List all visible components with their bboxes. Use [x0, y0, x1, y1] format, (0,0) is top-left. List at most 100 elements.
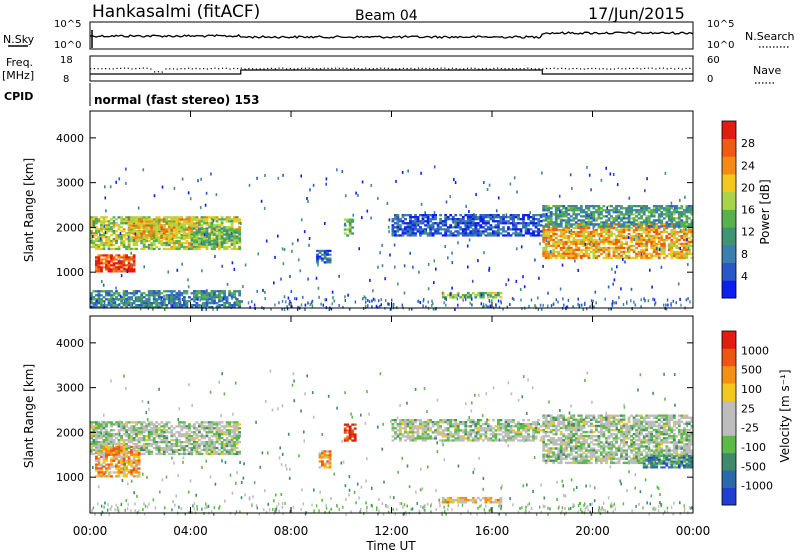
heatmap-cell [675, 244, 679, 248]
heatmap-speckle [161, 185, 164, 189]
heatmap-cell [132, 431, 136, 434]
heatmap-cell [228, 290, 231, 293]
heatmap-cell [152, 241, 156, 245]
heatmap-cell [552, 221, 556, 224]
heatmap-cell [157, 435, 161, 438]
nave-point [436, 67, 438, 70]
heatmap-cell [193, 224, 196, 227]
heatmap-cell [481, 220, 485, 223]
heatmap-speckle [515, 279, 518, 283]
heatmap-cell [464, 222, 468, 225]
heatmap-cell [145, 435, 149, 438]
heatmap-cell [122, 236, 126, 239]
heatmap-speckle [125, 167, 127, 171]
heatmap-cell [172, 243, 176, 247]
heatmap-cell [610, 234, 613, 238]
heatmap-cell [95, 475, 98, 478]
heatmap-cell [487, 234, 490, 237]
heatmap-cell [409, 214, 412, 217]
heatmap-cell [172, 442, 176, 446]
heatmap-cell [213, 245, 216, 249]
heatmap-speckle [516, 190, 518, 194]
heatmap-cell [622, 225, 626, 228]
heatmap-cell [446, 216, 450, 219]
heatmap-cell [225, 231, 229, 234]
heatmap-cell [92, 220, 96, 223]
heatmap-cell [170, 226, 174, 229]
heatmap-cell [517, 218, 520, 221]
heatmap-cell [238, 233, 241, 236]
heatmap-speckle [622, 303, 625, 306]
heatmap-cell [474, 214, 478, 217]
heatmap-cell [210, 431, 214, 434]
heatmap-cell [230, 450, 234, 454]
heatmap-cell [177, 423, 181, 426]
heatmap-cell [208, 429, 211, 432]
heatmap-speckle [391, 298, 393, 302]
heatmap-cell [112, 258, 116, 261]
heatmap-cell [147, 452, 151, 456]
heatmap-cell [630, 221, 633, 224]
heatmap-cell [620, 211, 623, 214]
heatmap-cell [165, 423, 169, 426]
heatmap-cell [572, 242, 576, 246]
heatmap-cell [90, 239, 93, 243]
heatmap-cell [431, 222, 435, 225]
heatmap-cell [122, 254, 126, 257]
heatmap-speckle [142, 168, 145, 172]
heatmap-cell [132, 256, 136, 259]
heatmap-cell [630, 238, 633, 242]
heatmap-speckle [130, 251, 132, 255]
heatmap-cell [484, 291, 488, 295]
heatmap-cell [630, 211, 633, 214]
heatmap-cell [502, 216, 505, 219]
heatmap-cell [110, 270, 113, 273]
heatmap-cell [137, 448, 141, 452]
heatmap-speckle [550, 250, 552, 254]
heatmap-cell [102, 453, 106, 456]
heatmap-cell [489, 228, 493, 231]
heatmap-cell [416, 228, 420, 231]
heatmap-speckle [120, 274, 123, 278]
heatmap-cell [652, 246, 656, 250]
heatmap-cell [238, 292, 241, 295]
heatmap-cell [688, 252, 691, 256]
heatmap-cell [685, 219, 689, 222]
heatmap-cell [574, 232, 578, 236]
heatmap-cell [152, 220, 156, 223]
heatmap-speckle [674, 206, 676, 210]
heatmap-cell [127, 234, 131, 237]
heatmap-cell [102, 236, 106, 239]
heatmap-cell [145, 224, 149, 227]
heatmap-speckle [433, 259, 436, 263]
heatmap-cell [162, 423, 166, 426]
heatmap-cell [577, 240, 581, 244]
heatmap-cell [632, 221, 636, 224]
heatmap-cell [198, 444, 201, 448]
heatmap-cell [688, 223, 691, 226]
heatmap-cell [602, 248, 606, 252]
heatmap-cell [183, 222, 186, 225]
heatmap-cell [655, 236, 659, 240]
heatmap-cell [97, 441, 101, 444]
heatmap-cell [140, 230, 144, 233]
heatmap-cell [92, 245, 96, 249]
heatmap-cell [185, 222, 189, 225]
heatmap-cell [132, 220, 136, 223]
heatmap-cell [218, 247, 221, 251]
heatmap-speckle [627, 248, 629, 252]
heatmap-speckle [224, 304, 227, 308]
heatmap-cell [218, 439, 221, 442]
heatmap-cell [142, 292, 146, 295]
heatmap-cell [672, 254, 676, 258]
heatmap-cell [552, 240, 556, 244]
heatmap-speckle [297, 305, 299, 309]
heatmap-cell [612, 219, 616, 222]
heatmap-cell [125, 431, 128, 434]
heatmap-speckle [529, 211, 531, 215]
heatmap-cell [607, 240, 611, 244]
heatmap-speckle [311, 299, 314, 303]
heatmap-cell [592, 223, 596, 226]
heatmap-cell [572, 238, 576, 242]
heatmap-cell [155, 232, 159, 235]
